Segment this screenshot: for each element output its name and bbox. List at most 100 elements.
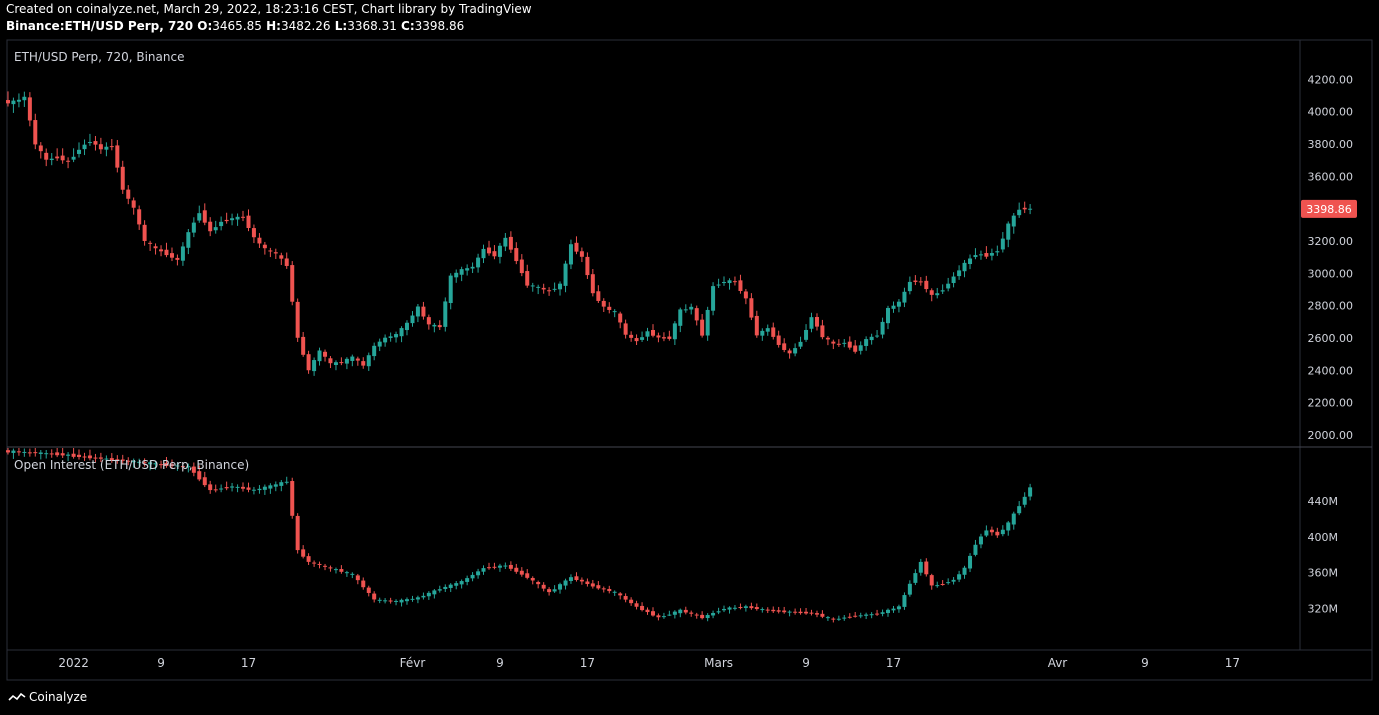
price-candle[interactable]	[891, 301, 896, 313]
price-candle[interactable]	[585, 252, 590, 279]
price-candle[interactable]	[399, 326, 404, 343]
oi-candle[interactable]	[66, 452, 71, 462]
oi-candle[interactable]	[913, 569, 918, 586]
price-candle[interactable]	[683, 304, 688, 313]
price-candle[interactable]	[487, 240, 492, 256]
oi-candle[interactable]	[284, 476, 289, 485]
oi-candle[interactable]	[601, 586, 606, 593]
oi-candle[interactable]	[727, 606, 732, 614]
price-candle[interactable]	[864, 336, 869, 351]
price-candle[interactable]	[366, 352, 371, 371]
price-candle[interactable]	[1000, 232, 1005, 253]
oi-candle[interactable]	[585, 578, 590, 587]
oi-candle[interactable]	[1028, 483, 1033, 501]
oi-candle[interactable]	[864, 612, 869, 620]
price-candle[interactable]	[257, 233, 262, 248]
price-candle[interactable]	[148, 240, 153, 251]
oi-candle[interactable]	[645, 607, 650, 615]
price-candle[interactable]	[924, 275, 929, 293]
oi-candle[interactable]	[558, 582, 563, 594]
oi-candle[interactable]	[754, 603, 759, 611]
oi-candle[interactable]	[929, 573, 934, 590]
price-candle[interactable]	[962, 259, 967, 278]
oi-candle[interactable]	[836, 615, 841, 621]
oi-candle[interactable]	[1006, 520, 1011, 536]
price-candle[interactable]	[722, 276, 727, 286]
price-candle[interactable]	[251, 224, 256, 244]
oi-candle[interactable]	[11, 448, 16, 459]
oi-candle[interactable]	[213, 484, 218, 493]
price-candle[interactable]	[333, 360, 338, 371]
oi-candle[interactable]	[831, 617, 836, 623]
oi-candle[interactable]	[700, 611, 705, 620]
price-candle[interactable]	[738, 274, 743, 294]
oi-candle[interactable]	[137, 458, 142, 467]
price-candle[interactable]	[224, 212, 229, 224]
oi-candle[interactable]	[131, 458, 136, 468]
price-candle[interactable]	[1022, 201, 1027, 214]
price-candle[interactable]	[301, 331, 306, 357]
oi-candle[interactable]	[765, 607, 770, 614]
oi-candle[interactable]	[946, 578, 951, 585]
oi-candle[interactable]	[262, 484, 267, 495]
price-candle[interactable]	[426, 314, 431, 330]
oi-candle[interactable]	[87, 449, 92, 461]
price-candle[interactable]	[1006, 221, 1011, 248]
oi-candle[interactable]	[885, 608, 890, 617]
price-candle[interactable]	[727, 278, 732, 290]
oi-candle[interactable]	[869, 612, 874, 619]
price-candle[interactable]	[634, 334, 639, 346]
oi-candle[interactable]	[404, 597, 409, 605]
price-candle[interactable]	[77, 142, 82, 158]
oi-candle[interactable]	[164, 456, 169, 468]
oi-candle[interactable]	[235, 484, 240, 493]
oi-candle[interactable]	[705, 613, 710, 622]
price-candle[interactable]	[476, 253, 481, 273]
oi-candle[interactable]	[399, 598, 404, 607]
oi-candle[interactable]	[596, 581, 601, 590]
oi-candle[interactable]	[421, 592, 426, 600]
oi-candle[interactable]	[180, 462, 185, 471]
oi-candle[interactable]	[634, 600, 639, 610]
oi-candle[interactable]	[268, 483, 273, 494]
oi-candle[interactable]	[224, 481, 229, 491]
oi-candle[interactable]	[798, 608, 803, 615]
price-candle[interactable]	[968, 254, 973, 270]
price-candle[interactable]	[503, 233, 508, 252]
oi-candle[interactable]	[38, 450, 43, 460]
price-candle[interactable]	[651, 324, 655, 338]
oi-candle[interactable]	[443, 584, 448, 593]
oi-candle[interactable]	[437, 585, 442, 593]
price-candle[interactable]	[55, 148, 60, 161]
oi-candle[interactable]	[935, 581, 940, 588]
price-candle[interactable]	[11, 97, 16, 113]
oi-candle[interactable]	[295, 513, 300, 554]
price-candle[interactable]	[323, 349, 328, 362]
price-candle[interactable]	[656, 332, 661, 343]
price-candle[interactable]	[935, 287, 940, 299]
price-candle[interactable]	[454, 269, 459, 283]
oi-candle[interactable]	[579, 577, 584, 585]
oi-candle[interactable]	[612, 590, 617, 596]
price-candle[interactable]	[27, 92, 32, 127]
oi-candle[interactable]	[153, 460, 158, 470]
price-candle[interactable]	[202, 203, 207, 226]
oi-candle[interactable]	[55, 448, 60, 458]
oi-candle[interactable]	[487, 562, 492, 570]
price-candle[interactable]	[87, 133, 92, 146]
price-candle[interactable]	[760, 328, 765, 341]
price-candle[interactable]	[672, 321, 677, 346]
price-candle[interactable]	[765, 324, 770, 336]
price-candle[interactable]	[71, 148, 76, 163]
price-candle[interactable]	[186, 229, 191, 255]
oi-candle[interactable]	[49, 449, 54, 458]
oi-candle[interactable]	[1011, 511, 1016, 530]
oi-candle[interactable]	[148, 460, 153, 471]
oi-candle[interactable]	[607, 585, 612, 594]
oi-candle[interactable]	[530, 576, 535, 585]
price-candle[interactable]	[825, 336, 830, 346]
price-candle[interactable]	[607, 302, 612, 314]
oi-candle[interactable]	[16, 448, 21, 456]
oi-candle[interactable]	[804, 607, 809, 615]
price-candle[interactable]	[640, 331, 645, 342]
